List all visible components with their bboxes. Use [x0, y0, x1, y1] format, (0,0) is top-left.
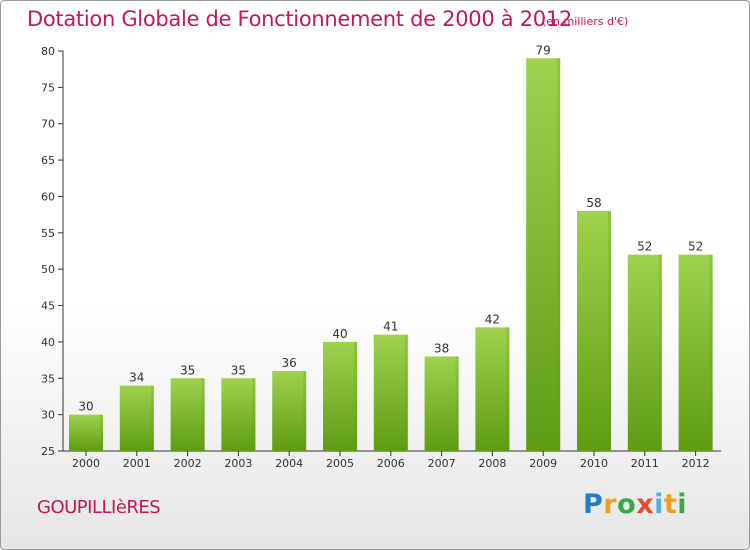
bar-shade [557, 58, 561, 451]
bar [577, 211, 611, 451]
chart-bars [69, 58, 713, 451]
bar [119, 385, 154, 451]
bar-shade [354, 341, 357, 451]
logo-letter: r [603, 489, 618, 520]
y-tick-label: 25 [41, 445, 55, 458]
data-label: 35 [231, 363, 246, 377]
y-tick-label: 80 [41, 45, 55, 58]
chart-labels: 2000 30 2001 34 2002 35 2003 35 2004 36 2005 40 2006… [72, 43, 710, 470]
y-tick-label: 60 [41, 190, 55, 203]
y-tick-label: 50 [41, 263, 55, 276]
bar-shade [201, 378, 205, 451]
bar-shade [608, 211, 611, 451]
y-tick-label: 45 [41, 300, 55, 313]
bar [69, 414, 103, 451]
bar-shade [404, 334, 408, 451]
bar [678, 254, 713, 451]
data-label: 58 [586, 196, 601, 210]
y-tick-label: 55 [41, 227, 55, 240]
x-tick-label: 2003 [224, 457, 252, 470]
chart-title: Dotation Globale de Fonctionnement de 20… [27, 7, 572, 31]
y-tick-label: 65 [41, 154, 55, 167]
logo-letter: i [677, 489, 688, 520]
data-label: 79 [536, 43, 551, 57]
y-tick-label: 35 [41, 372, 55, 385]
x-tick-label: 2002 [174, 457, 202, 470]
bar [323, 341, 357, 451]
y-tick-label: 70 [41, 118, 55, 131]
bar-shade [100, 414, 103, 451]
bar-shade [252, 378, 256, 451]
logo-letter: x [636, 489, 655, 520]
y-tick-label: 75 [41, 81, 55, 94]
data-label: 35 [180, 363, 195, 377]
logo-letter: t [663, 489, 678, 520]
data-label: 38 [434, 341, 449, 355]
bar-shade [303, 371, 307, 451]
x-tick-label: 2009 [529, 457, 557, 470]
y-tick-label: 40 [41, 336, 55, 349]
logo-letter: i [654, 489, 664, 520]
bar [627, 254, 662, 451]
bar-shade [150, 385, 154, 451]
x-tick-label: 2007 [428, 457, 456, 470]
x-tick-label: 2010 [580, 457, 608, 470]
x-tick-label: 2011 [631, 457, 659, 470]
x-tick-label: 2005 [326, 457, 354, 470]
logo-letter: P [583, 489, 604, 520]
bar [221, 378, 256, 451]
bar-shade [506, 327, 510, 451]
y-tick-label: 30 [41, 409, 55, 422]
data-label: 52 [637, 240, 652, 254]
bar [272, 371, 307, 451]
x-tick-label: 2008 [478, 457, 506, 470]
chart-axes: 25 30 35 40 45 50 55 60 65 70 75 80 [41, 45, 721, 458]
chart-unit-label: (en milliers d'€) [542, 15, 629, 28]
bar [424, 356, 459, 451]
bar-shade [709, 254, 713, 451]
data-label: 52 [688, 240, 703, 254]
logo-letter: o [617, 489, 637, 520]
data-label: 30 [78, 400, 93, 414]
x-tick-label: 2000 [72, 457, 100, 470]
data-label: 41 [383, 320, 398, 334]
bar [526, 58, 561, 451]
bar [475, 327, 510, 451]
data-label: 36 [282, 356, 297, 370]
data-label: 42 [485, 312, 500, 326]
commune-name: GOUPILLIèRES [37, 497, 161, 518]
x-tick-label: 2006 [377, 457, 405, 470]
x-tick-label: 2004 [275, 457, 303, 470]
bar-shade [658, 254, 662, 451]
proxiti-logo: Proxiti [583, 489, 687, 520]
bar-shade [455, 356, 459, 451]
x-tick-label: 2012 [682, 457, 710, 470]
bar [170, 378, 205, 451]
x-tick-label: 2001 [123, 457, 151, 470]
data-label: 40 [332, 327, 347, 341]
data-label: 34 [129, 371, 144, 385]
bar [373, 334, 408, 451]
